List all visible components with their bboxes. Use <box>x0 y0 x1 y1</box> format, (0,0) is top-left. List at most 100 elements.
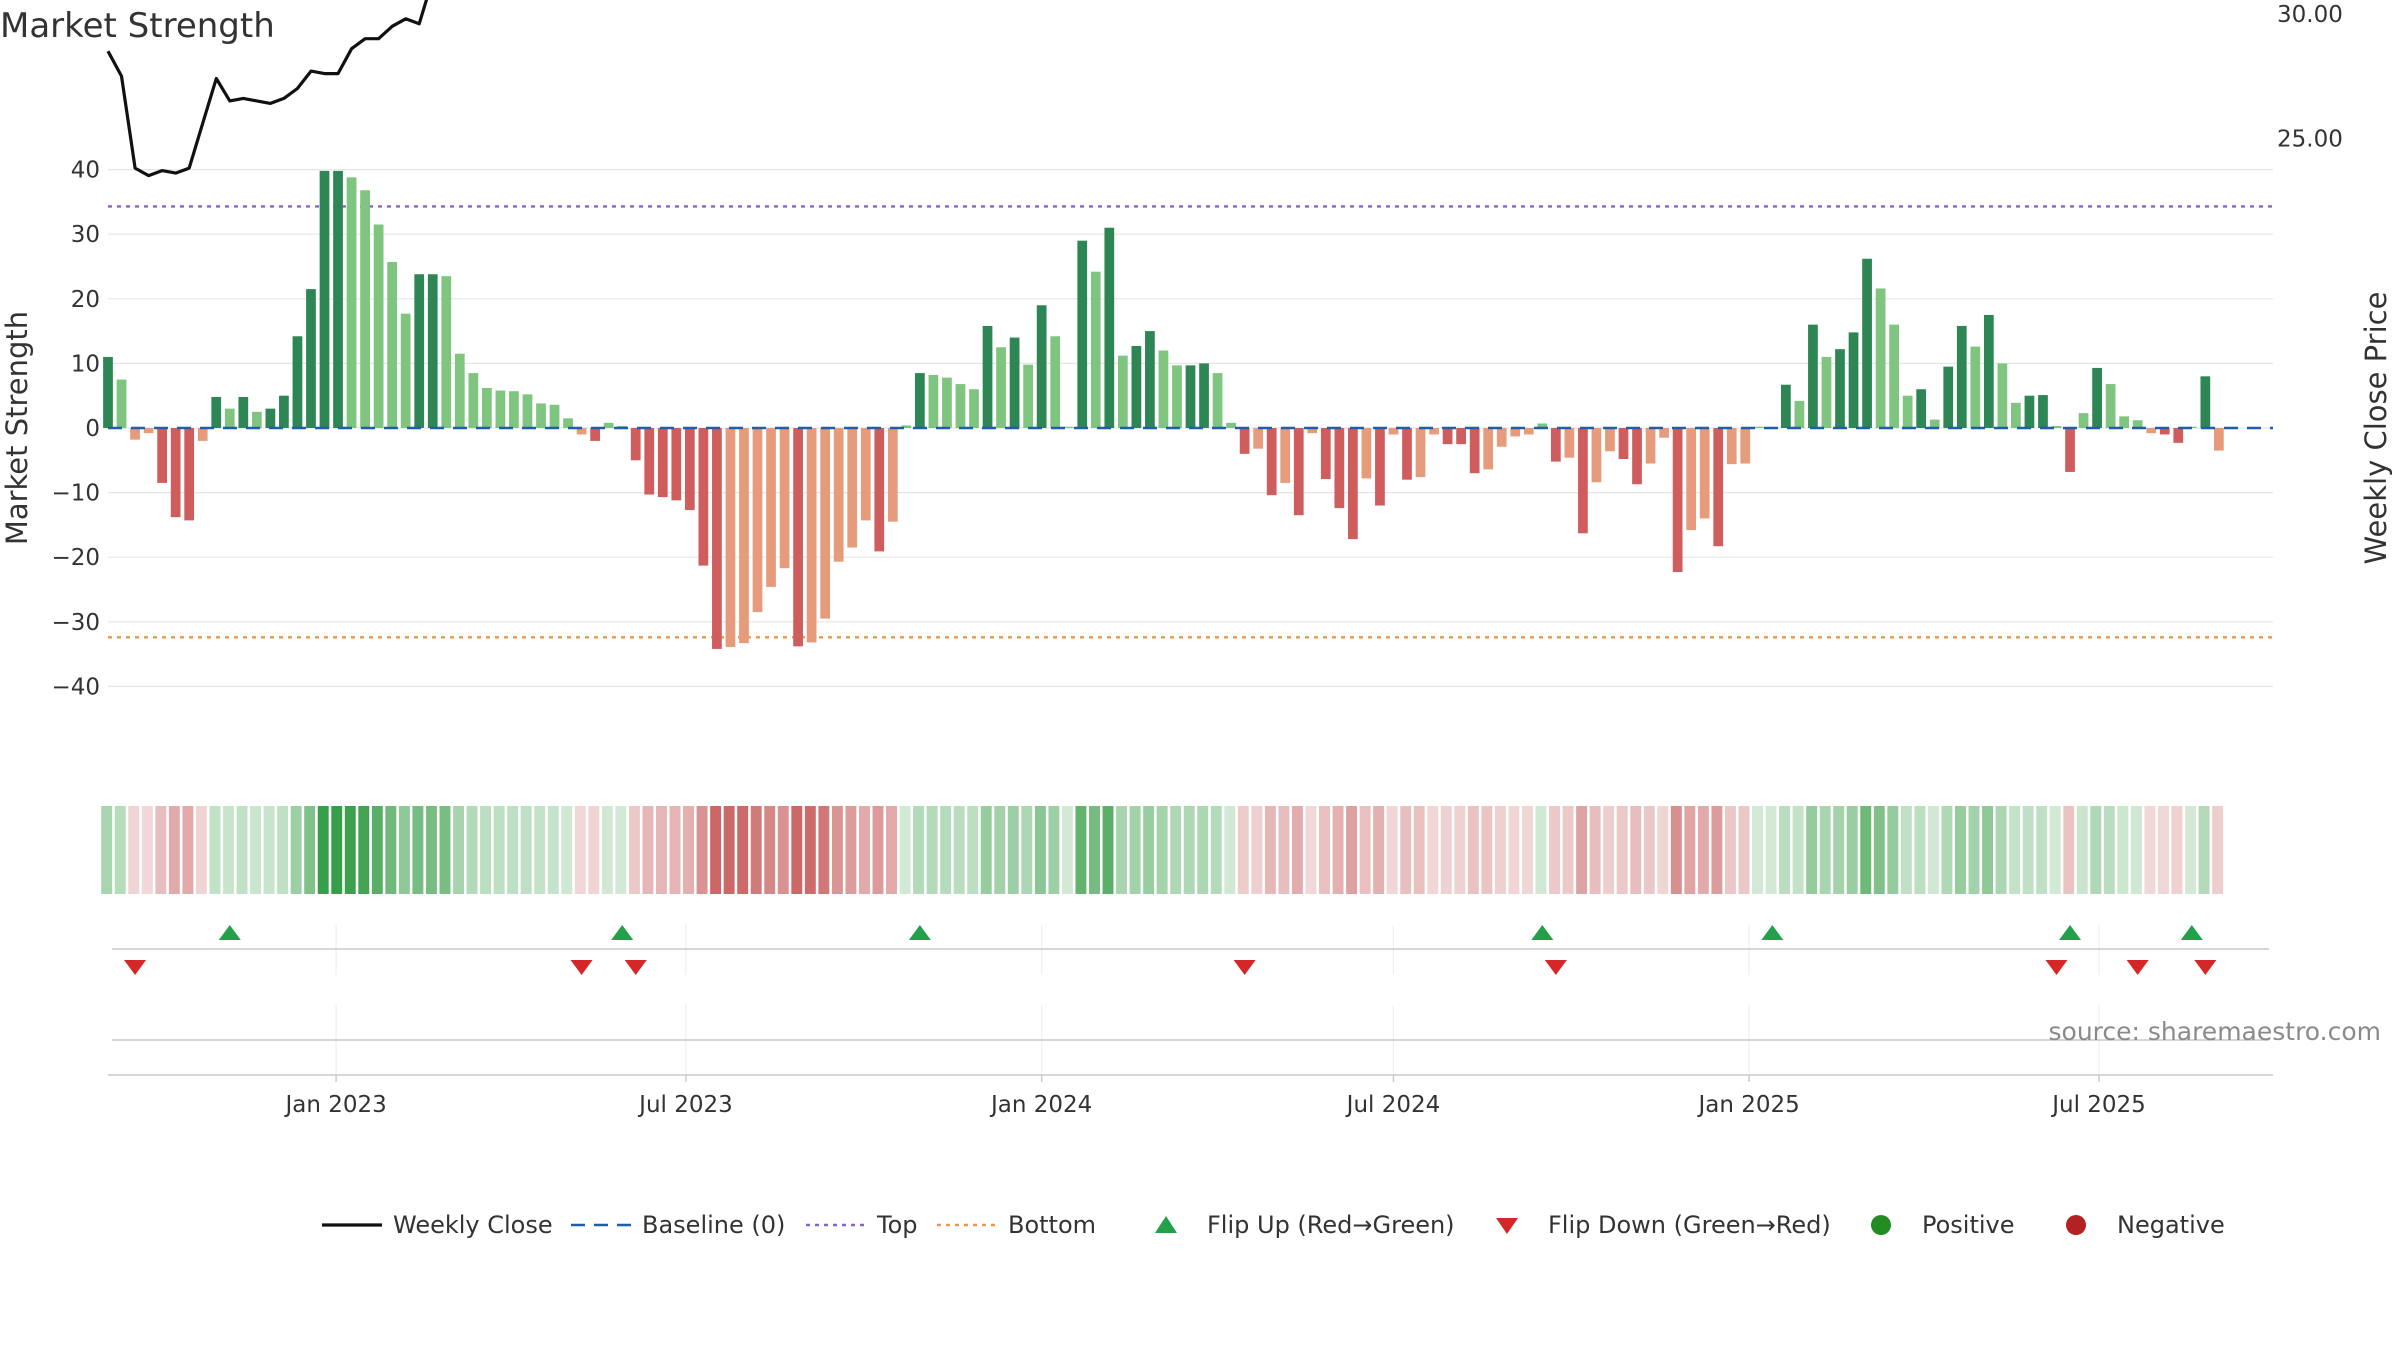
heat-cell <box>1481 806 1493 894</box>
strength-bar <box>1063 426 1074 428</box>
heat-cell <box>980 806 992 894</box>
strength-bar <box>887 428 898 522</box>
legend-item: Flip Up (Red→Green) <box>1155 1211 1455 1239</box>
heat-cell <box>1941 806 1953 894</box>
strength-bar <box>901 425 912 428</box>
strength-bar <box>2024 395 2035 428</box>
strength-bar <box>170 428 181 518</box>
heat-cell <box>1400 806 1412 894</box>
grid-lines <box>108 169 2273 688</box>
strength-bar <box>1875 288 1886 428</box>
heat-cell <box>2049 806 2061 894</box>
y-right-axis-title: Weekly Close Price <box>2359 292 2393 565</box>
flip-down-marker <box>2126 960 2149 975</box>
strength-bar <box>1077 240 1088 428</box>
heat-cell <box>1156 806 1168 894</box>
strength-bar <box>982 325 993 428</box>
strength-bar <box>1145 331 1155 428</box>
strength-bar <box>1348 428 1358 540</box>
flip-down-marker <box>624 960 647 975</box>
strength-bar <box>2200 376 2211 428</box>
strength-bar <box>1618 428 1629 460</box>
heat-cell <box>1833 806 1845 894</box>
strength-bar <box>1862 258 1872 428</box>
strength-bar <box>2214 428 2224 451</box>
heat-cell <box>1373 806 1385 894</box>
strength-bar <box>1943 366 1954 428</box>
heat-cell <box>1454 806 1466 894</box>
flip-down-marker <box>124 960 147 975</box>
heat-cell <box>1386 806 1398 894</box>
strength-bar <box>536 403 546 428</box>
y-left-tick-label: 40 <box>71 158 100 184</box>
heat-cell <box>683 806 695 894</box>
strength-bar <box>1253 428 1264 449</box>
strength-bar <box>1280 428 1291 483</box>
heat-cell <box>1603 806 1615 894</box>
heat-cell <box>1170 806 1182 894</box>
strength-bar <box>996 347 1006 428</box>
flip-down-marker <box>2045 960 2068 975</box>
heat-cell <box>1143 806 1155 894</box>
heat-cell <box>1765 806 1777 894</box>
heat-cell <box>466 806 478 894</box>
heat-cell <box>899 806 911 894</box>
heat-cell <box>1508 806 1520 894</box>
heat-cell <box>2198 806 2210 894</box>
heat-cell <box>588 806 600 894</box>
heat-cell <box>994 806 1006 894</box>
legend-item: Baseline (0) <box>571 1211 785 1239</box>
strength-bar <box>1591 428 1602 483</box>
heat-cell <box>1210 806 1222 894</box>
strength-bar <box>2146 428 2157 434</box>
heat-cell <box>628 806 640 894</box>
heat-cell <box>940 806 952 894</box>
strength-bar <box>1983 314 1994 428</box>
heat-cell <box>453 806 464 894</box>
legend-item: Flip Down (Green→Red) <box>1496 1211 1831 1239</box>
heat-cell <box>412 806 424 894</box>
weekly-close-series <box>106 0 429 178</box>
source-label: source: sharemaestro.com <box>2049 1017 2382 1046</box>
strength-bar <box>1496 428 1507 447</box>
heat-cell <box>182 806 194 894</box>
heat-cell <box>1075 806 1087 894</box>
strength-bar <box>1239 428 1250 454</box>
heat-cell <box>1291 806 1303 894</box>
y-left-tick-label: 20 <box>71 287 100 313</box>
legend-swatch-circle <box>2066 1215 2086 1235</box>
strength-bar <box>1672 428 1683 573</box>
axes: 403020100−10−20−30−4045.0040.0035.0030.0… <box>0 2 2393 1118</box>
heat-cell <box>1846 806 1858 894</box>
strength-bar <box>1848 332 1859 428</box>
y-left-tick-label: 10 <box>71 351 100 377</box>
strength-bar <box>251 411 262 428</box>
heat-cell <box>114 806 126 894</box>
heat-cell <box>168 806 180 894</box>
x-tick-label: Jan 2024 <box>989 1092 1092 1118</box>
strength-bar <box>1659 428 1669 438</box>
strength-bar <box>441 276 452 428</box>
strength-bar <box>1293 428 1304 516</box>
strength-bar <box>1808 324 1818 428</box>
legend-label: Bottom <box>1008 1211 1096 1239</box>
heat-cell <box>656 806 667 894</box>
strength-bar <box>725 428 736 647</box>
heat-cell <box>1264 806 1276 894</box>
strength-bar <box>1036 305 1047 428</box>
legend-label: Negative <box>2117 1211 2225 1239</box>
strength-bar <box>2078 413 2089 428</box>
heat-cell <box>2009 806 2021 894</box>
strength-bar <box>2173 428 2184 443</box>
y-right-tick-label: 25.00 <box>2277 126 2343 152</box>
heat-cell <box>1684 806 1696 894</box>
strength-bar <box>603 422 614 428</box>
heat-cell <box>493 806 505 894</box>
strength-bar <box>414 274 425 428</box>
heat-cell <box>141 806 153 894</box>
strength-bar <box>1375 428 1385 506</box>
heat-cell <box>2103 806 2115 894</box>
strength-bar <box>1889 324 1899 428</box>
strength-bar <box>806 428 817 643</box>
heat-cell <box>1995 806 2007 894</box>
